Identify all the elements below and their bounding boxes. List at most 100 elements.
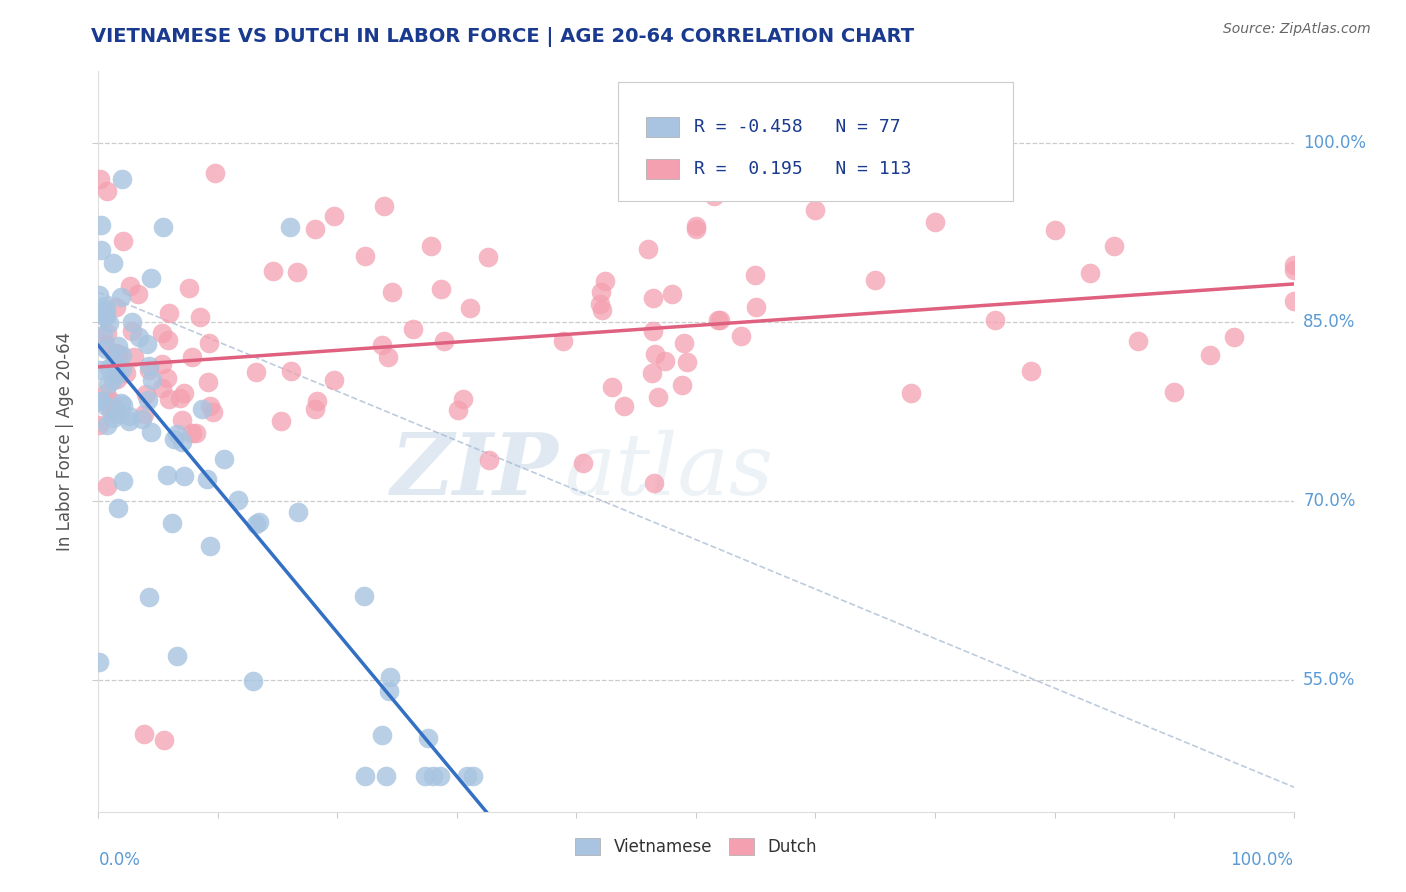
Point <box>94 309 117 323</box>
Point <box>1223 329 1246 343</box>
Text: VIETNAMESE VS DUTCH IN LABOR FORCE | AGE 20-64 CORRELATION CHART: VIETNAMESE VS DUTCH IN LABOR FORCE | AGE… <box>91 27 914 46</box>
Point <box>100 403 122 417</box>
Point <box>103 356 125 370</box>
Point <box>647 390 669 404</box>
Point <box>90 218 112 232</box>
Point <box>188 310 211 324</box>
Point <box>900 386 922 401</box>
Point <box>90 306 112 320</box>
Point <box>1080 266 1102 280</box>
Point <box>170 434 193 449</box>
Point <box>204 166 226 180</box>
Point <box>661 286 683 301</box>
Point <box>378 683 401 698</box>
Point <box>150 380 173 394</box>
Point <box>641 324 664 338</box>
Point <box>197 473 219 487</box>
Point <box>371 728 394 742</box>
Point <box>90 243 112 257</box>
Text: atlas: atlas <box>565 430 773 513</box>
Point <box>418 731 440 746</box>
Point <box>118 409 141 423</box>
Text: R = -0.458   N = 77: R = -0.458 N = 77 <box>693 118 900 136</box>
Point <box>419 239 441 253</box>
FancyBboxPatch shape <box>619 82 1012 201</box>
Point <box>613 399 636 413</box>
Point <box>354 249 377 263</box>
Point <box>166 649 188 664</box>
Point <box>150 357 173 371</box>
Point <box>422 769 444 783</box>
Point <box>156 467 179 482</box>
Point <box>150 326 173 340</box>
Point <box>589 285 612 300</box>
Point <box>456 769 478 783</box>
Point <box>105 403 128 417</box>
Text: Source: ZipAtlas.com: Source: ZipAtlas.com <box>1223 22 1371 37</box>
Point <box>214 452 236 467</box>
Point <box>141 373 163 387</box>
Point <box>1128 334 1150 348</box>
Point <box>173 386 195 401</box>
Point <box>157 333 180 347</box>
Point <box>107 500 129 515</box>
Point <box>744 268 766 282</box>
Point <box>1282 262 1305 277</box>
Point <box>589 297 612 311</box>
Point <box>90 394 112 409</box>
Point <box>134 387 156 401</box>
Point <box>135 336 157 351</box>
Point <box>322 209 344 223</box>
Point <box>124 350 146 364</box>
Point <box>121 324 143 338</box>
Point <box>371 338 394 352</box>
Point <box>107 339 129 353</box>
Point <box>105 300 128 314</box>
Point <box>128 330 150 344</box>
Point <box>591 303 613 318</box>
Point <box>111 348 134 362</box>
Point <box>373 199 395 213</box>
Point <box>285 265 308 279</box>
Point <box>685 219 707 234</box>
Point <box>111 361 134 376</box>
Point <box>98 316 121 330</box>
Point <box>136 393 159 408</box>
FancyBboxPatch shape <box>645 159 679 179</box>
Text: ZIP: ZIP <box>391 429 558 513</box>
Point <box>413 769 436 783</box>
Point <box>377 350 399 364</box>
Text: 100.0%: 100.0% <box>1230 851 1294 869</box>
Point <box>177 281 200 295</box>
Point <box>121 315 143 329</box>
Point <box>458 301 481 315</box>
Point <box>1199 348 1222 362</box>
Point <box>671 378 693 392</box>
Point <box>745 300 768 314</box>
Point <box>924 215 946 229</box>
Point <box>190 401 212 416</box>
Point <box>157 392 180 407</box>
Point <box>163 432 186 446</box>
Point <box>447 403 470 417</box>
Point <box>429 769 451 783</box>
Point <box>160 516 183 530</box>
Point <box>131 411 153 425</box>
Point <box>865 273 887 287</box>
Point <box>730 328 752 343</box>
Point <box>120 279 142 293</box>
Point <box>89 171 111 186</box>
Point <box>198 335 221 350</box>
Point <box>138 363 160 377</box>
Point <box>87 417 110 432</box>
Point <box>110 289 132 303</box>
Point <box>107 407 129 421</box>
Point <box>270 414 292 428</box>
Point <box>1282 258 1305 272</box>
Point <box>640 366 662 380</box>
Point <box>89 288 111 302</box>
Point <box>709 312 731 326</box>
Point <box>111 234 134 248</box>
Point <box>96 417 118 432</box>
Point <box>644 347 666 361</box>
